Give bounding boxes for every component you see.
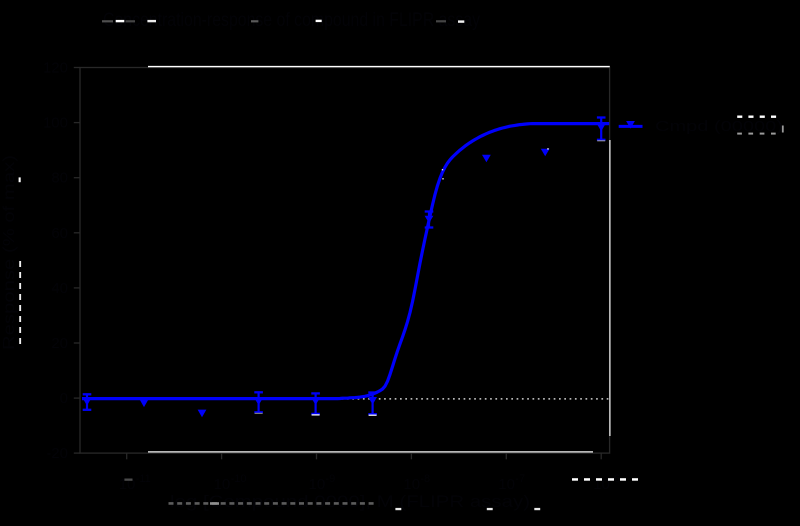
svg-text:Response (% of max): Response (% of max) <box>1 155 18 350</box>
svg-text:-8: -8 <box>420 473 430 485</box>
svg-text:-6: -6 <box>610 473 620 485</box>
svg-text:0: 0 <box>60 390 68 407</box>
svg-text:20: 20 <box>51 335 68 352</box>
svg-text:-11: -11 <box>136 473 151 485</box>
svg-text:10: 10 <box>214 476 231 493</box>
svg-text:40: 40 <box>51 280 68 297</box>
svg-text:Concentration-response of comp: Concentration-response of compound in FL… <box>103 10 480 31</box>
svg-text:log [Compound 0000], M (FLIPR: log [Compound 0000], M (FLIPR assay) <box>170 492 530 511</box>
svg-text:-9: -9 <box>326 473 336 485</box>
svg-text:-10: -10 <box>231 473 247 485</box>
svg-text:Cmpd (00000): Cmpd (00000) <box>655 118 783 135</box>
svg-text:-7: -7 <box>515 473 525 485</box>
svg-text:10: 10 <box>498 476 515 493</box>
svg-text:10: 10 <box>403 476 420 493</box>
svg-text:100: 100 <box>43 115 68 132</box>
svg-text:80: 80 <box>51 170 68 187</box>
svg-text:120: 120 <box>43 60 68 77</box>
svg-text:60: 60 <box>51 225 68 242</box>
svg-text:10: 10 <box>309 476 326 493</box>
svg-text:-20: -20 <box>46 445 68 462</box>
